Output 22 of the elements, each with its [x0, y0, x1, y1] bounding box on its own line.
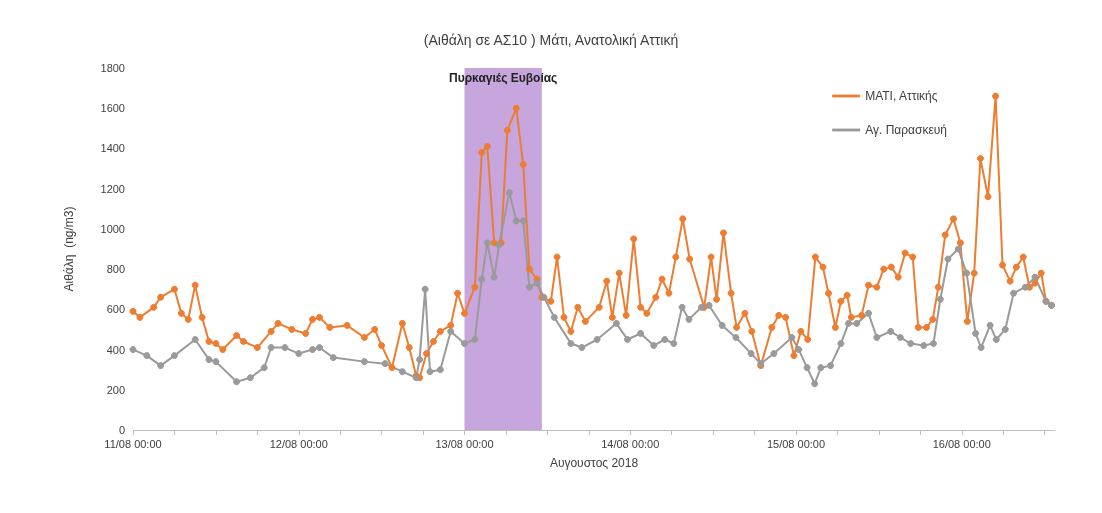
legend-label: Αγ. Παρασκευή	[865, 123, 948, 137]
x-tick-label: 16/08 00:00	[932, 437, 991, 450]
x-axis-title: Αυγουστος 2018	[549, 456, 639, 470]
chart-title: (Αιθάλη σε ΑΣ10 ) Μάτι, Ανατολική Αττική	[423, 32, 679, 48]
y-tick-label: 800	[106, 263, 125, 276]
y-tick-label: 200	[106, 383, 125, 396]
y-tick-label: 1200	[100, 182, 125, 195]
legend-label: ΜΑΤΙ, Αττικής	[865, 89, 938, 103]
x-tick-label: 13/08 00:00	[435, 437, 494, 450]
y-tick-label: 1000	[100, 222, 125, 235]
y-axis-title: Αιθάλη (ng/m3)	[62, 206, 76, 292]
y-tick-label: 1600	[100, 102, 125, 115]
band-label: Πυρκαγιές Ευβοίας	[449, 71, 558, 85]
y-tick-label: 400	[106, 343, 125, 356]
x-tick-label: 11/08 00:00	[104, 437, 162, 450]
y-tick-label: 0	[118, 424, 125, 436]
y-tick-label: 1400	[100, 142, 125, 155]
x-tick-label: 14/08 00:00	[601, 437, 660, 450]
y-tick-label: 1800	[100, 62, 125, 74]
x-tick-label: 12/08 00:00	[269, 437, 328, 450]
x-tick-label: 15/08 00:00	[766, 437, 826, 450]
y-tick-label: 600	[106, 303, 125, 316]
